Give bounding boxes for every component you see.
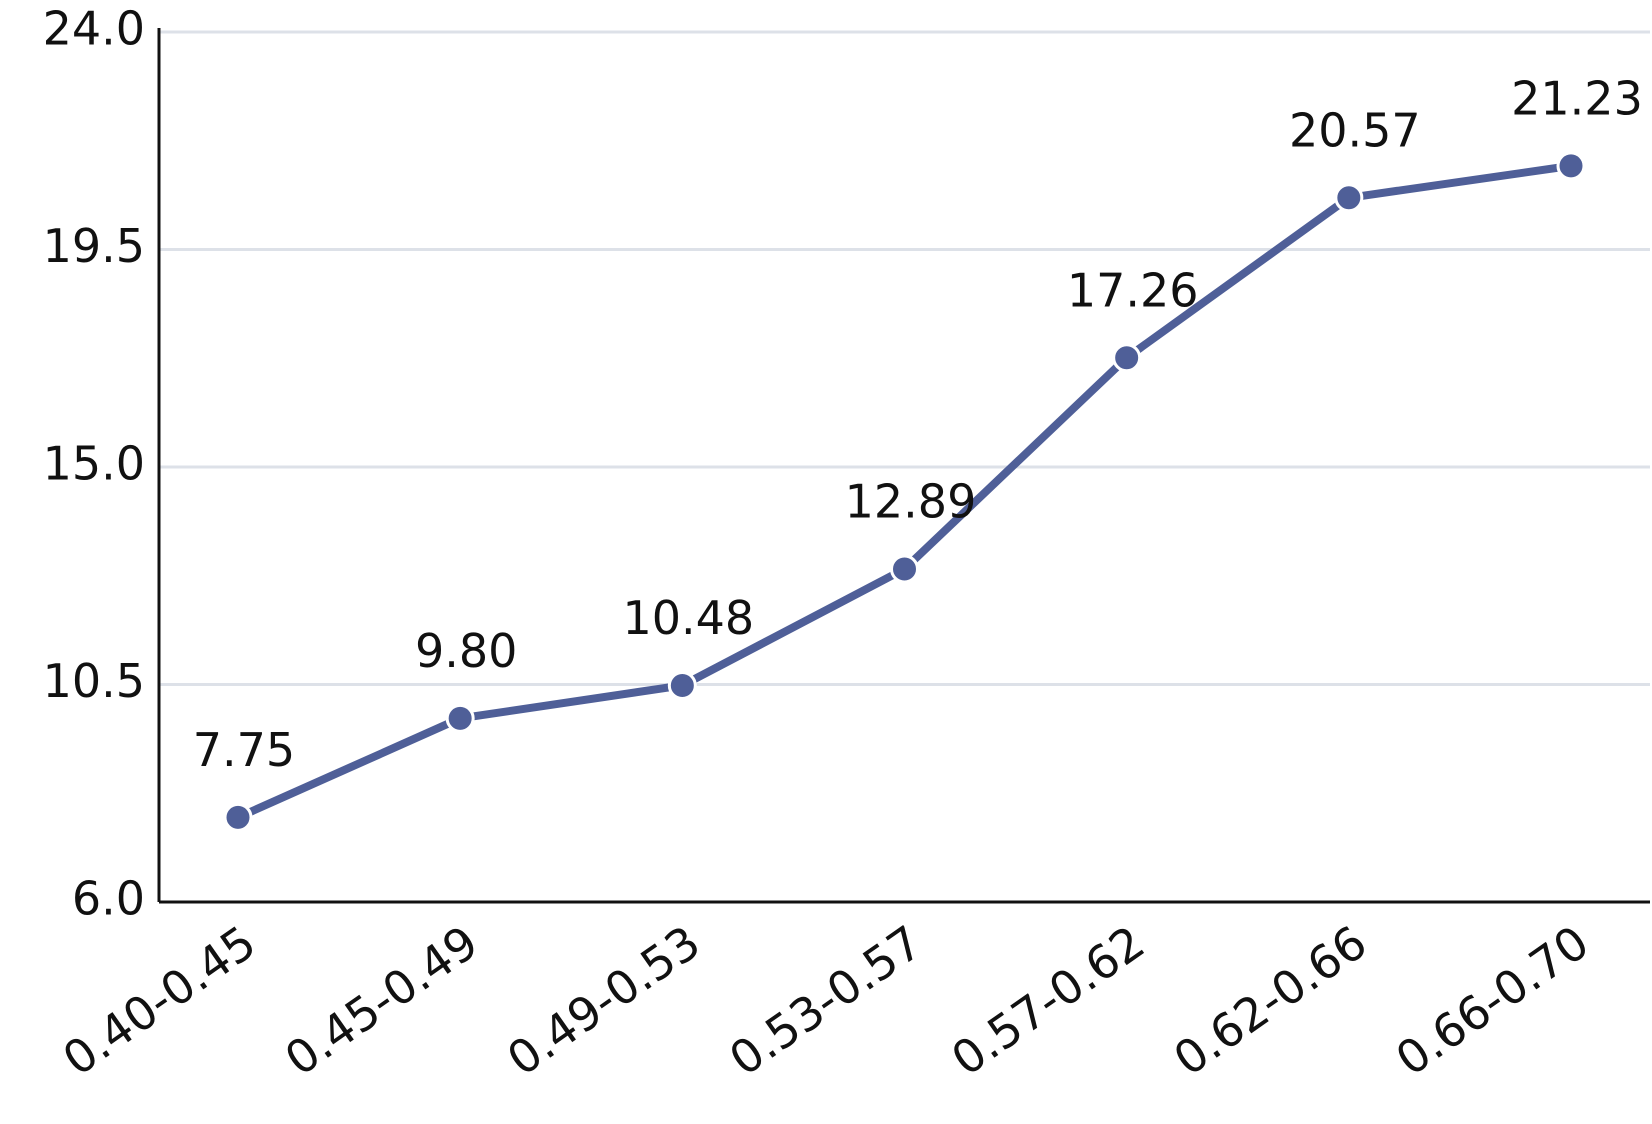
y-tick-label: 19.5 <box>43 219 145 273</box>
x-tick-label: 0.66-0.70 <box>1386 915 1598 1086</box>
value-label: 10.48 <box>622 591 754 645</box>
x-tick-label: 0.45-0.49 <box>275 915 487 1086</box>
x-tick-label: 0.49-0.53 <box>497 915 709 1086</box>
point <box>890 554 919 584</box>
y-tick-label: 10.5 <box>43 654 145 708</box>
y-tick-label: 6.0 <box>72 872 145 926</box>
value-label: 9.80 <box>415 624 517 678</box>
value-label: 12.89 <box>845 474 977 528</box>
point <box>445 703 475 733</box>
value-label: 21.23 <box>1511 71 1643 125</box>
point <box>223 802 253 832</box>
value-label: 17.26 <box>1067 263 1199 317</box>
point <box>1556 151 1586 181</box>
x-tick-label: 0.57-0.62 <box>942 915 1154 1086</box>
x-tick-label: 0.53-0.57 <box>720 915 932 1086</box>
y-tick-label: 24.0 <box>43 2 145 56</box>
point <box>1112 343 1142 373</box>
x-tick-label: 0.62-0.66 <box>1164 915 1376 1086</box>
x-tick-label: 0.40-0.45 <box>53 915 265 1086</box>
value-label: 7.75 <box>193 723 295 777</box>
point <box>1334 183 1364 213</box>
value-label: 20.57 <box>1289 103 1421 157</box>
y-tick-label: 15.0 <box>43 437 145 491</box>
point <box>667 670 697 700</box>
